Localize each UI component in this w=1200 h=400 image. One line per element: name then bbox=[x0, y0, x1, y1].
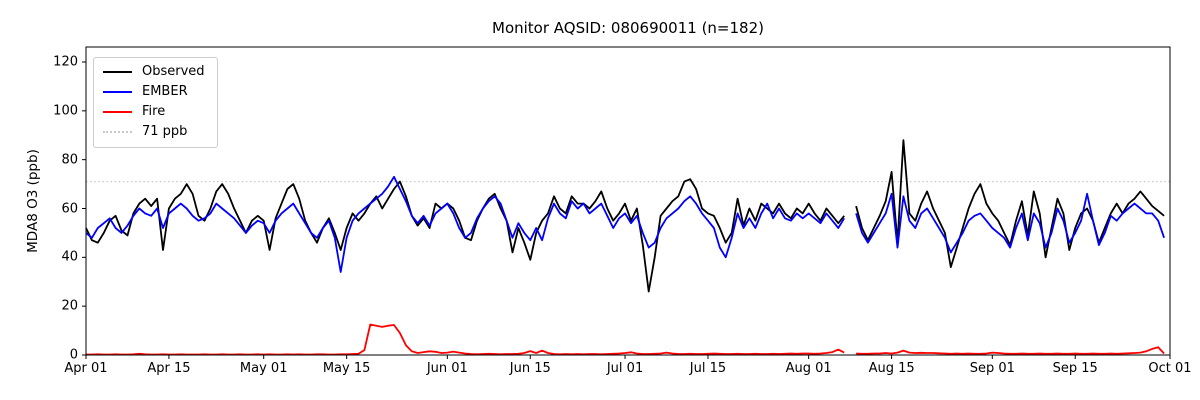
x-tick-label: Oct 01 bbox=[1148, 361, 1192, 376]
x-tick-label: Sep 15 bbox=[1052, 361, 1098, 376]
y-tick-label: 40 bbox=[61, 249, 78, 265]
y-tick-label: 60 bbox=[61, 201, 78, 216]
x-tick-label: Jun 01 bbox=[426, 361, 468, 376]
observed-line-sample bbox=[103, 71, 132, 73]
legend-label-observed: Observed bbox=[142, 64, 205, 79]
legend-item-ember: EMBER bbox=[103, 85, 205, 99]
x-tick-label: Jul 15 bbox=[689, 361, 727, 376]
x-tick-label: Jun 15 bbox=[509, 361, 551, 376]
x-tick-label: Sep 01 bbox=[969, 361, 1015, 376]
x-tick-label: Apr 01 bbox=[64, 361, 108, 376]
x-tick-label: Aug 01 bbox=[785, 361, 832, 376]
legend-item-fire: Fire bbox=[103, 105, 205, 119]
chart-title: Monitor AQSID: 080690011 (n=182) bbox=[492, 19, 764, 37]
y-tick-label: 100 bbox=[53, 103, 78, 119]
x-tick-label: May 01 bbox=[239, 361, 288, 376]
y-tick-label: 120 bbox=[53, 54, 78, 70]
ember-line-sample bbox=[103, 91, 132, 93]
legend: Observed EMBER Fire 71 ppb bbox=[93, 57, 218, 148]
x-tick-label: Jul 01 bbox=[606, 361, 644, 376]
threshold-line-sample bbox=[103, 131, 132, 133]
y-tick-label: 20 bbox=[61, 298, 78, 314]
legend-label-threshold: 71 ppb bbox=[142, 124, 188, 139]
x-tick-label: Apr 15 bbox=[147, 361, 191, 376]
series-line-observed bbox=[85, 139, 1165, 293]
y-tick-label: 80 bbox=[61, 152, 78, 168]
x-tick-label: Aug 15 bbox=[868, 361, 915, 376]
fire-line-sample bbox=[103, 111, 132, 113]
x-tick-label: May 15 bbox=[322, 361, 371, 376]
plot-border bbox=[85, 46, 1171, 356]
y-tick-label: 0 bbox=[69, 347, 78, 363]
legend-item-observed: Observed bbox=[103, 65, 205, 79]
legend-item-threshold: 71 ppb bbox=[103, 125, 205, 139]
legend-label-ember: EMBER bbox=[142, 84, 188, 99]
series-line-fire bbox=[86, 323, 1165, 356]
legend-label-fire: Fire bbox=[142, 104, 166, 119]
series-line-ember bbox=[85, 175, 1165, 273]
